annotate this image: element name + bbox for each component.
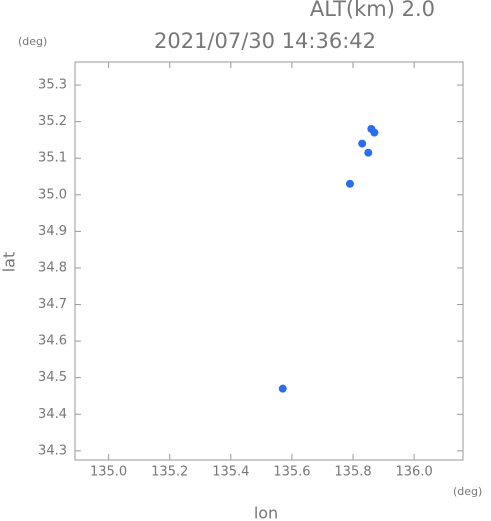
point — [358, 139, 367, 148]
x-tick-label: 135.8 — [334, 465, 371, 480]
subtitle: ALT(km) 2.0 — [310, 0, 435, 21]
chart-title: 2021/07/30 14:36:42 — [154, 29, 376, 53]
y-tick-label: 35.0 — [38, 187, 67, 202]
x-tick-label: 136.0 — [396, 465, 433, 480]
y-tick-label: 34.5 — [38, 370, 67, 385]
y-tick-label: 34.9 — [38, 224, 67, 239]
x-label: lon — [254, 504, 278, 521]
x-tick-label: 135.0 — [90, 465, 127, 480]
y-tick-label: 34.8 — [38, 260, 67, 275]
y-tick-label: 35.1 — [38, 151, 67, 166]
point — [345, 179, 354, 188]
y-tick-label: 34.3 — [38, 443, 67, 458]
y-tick-label: 34.4 — [38, 407, 67, 422]
point — [278, 384, 287, 393]
x-tick-label: 135.2 — [151, 465, 188, 480]
point — [364, 148, 373, 157]
y-tick-label: 34.7 — [38, 297, 67, 312]
plot-frame — [74, 61, 464, 461]
y-label: lat — [0, 252, 19, 273]
x-tick-label: 135.4 — [212, 465, 249, 480]
x-unit: (deg) — [453, 485, 482, 498]
x-tick-label: 135.6 — [273, 465, 310, 480]
y-tick-label: 34.6 — [38, 334, 67, 349]
y-tick-label: 35.2 — [38, 114, 67, 129]
point — [370, 128, 379, 137]
y-tick-label: 35.3 — [38, 78, 67, 93]
y-unit: (deg) — [18, 35, 47, 48]
